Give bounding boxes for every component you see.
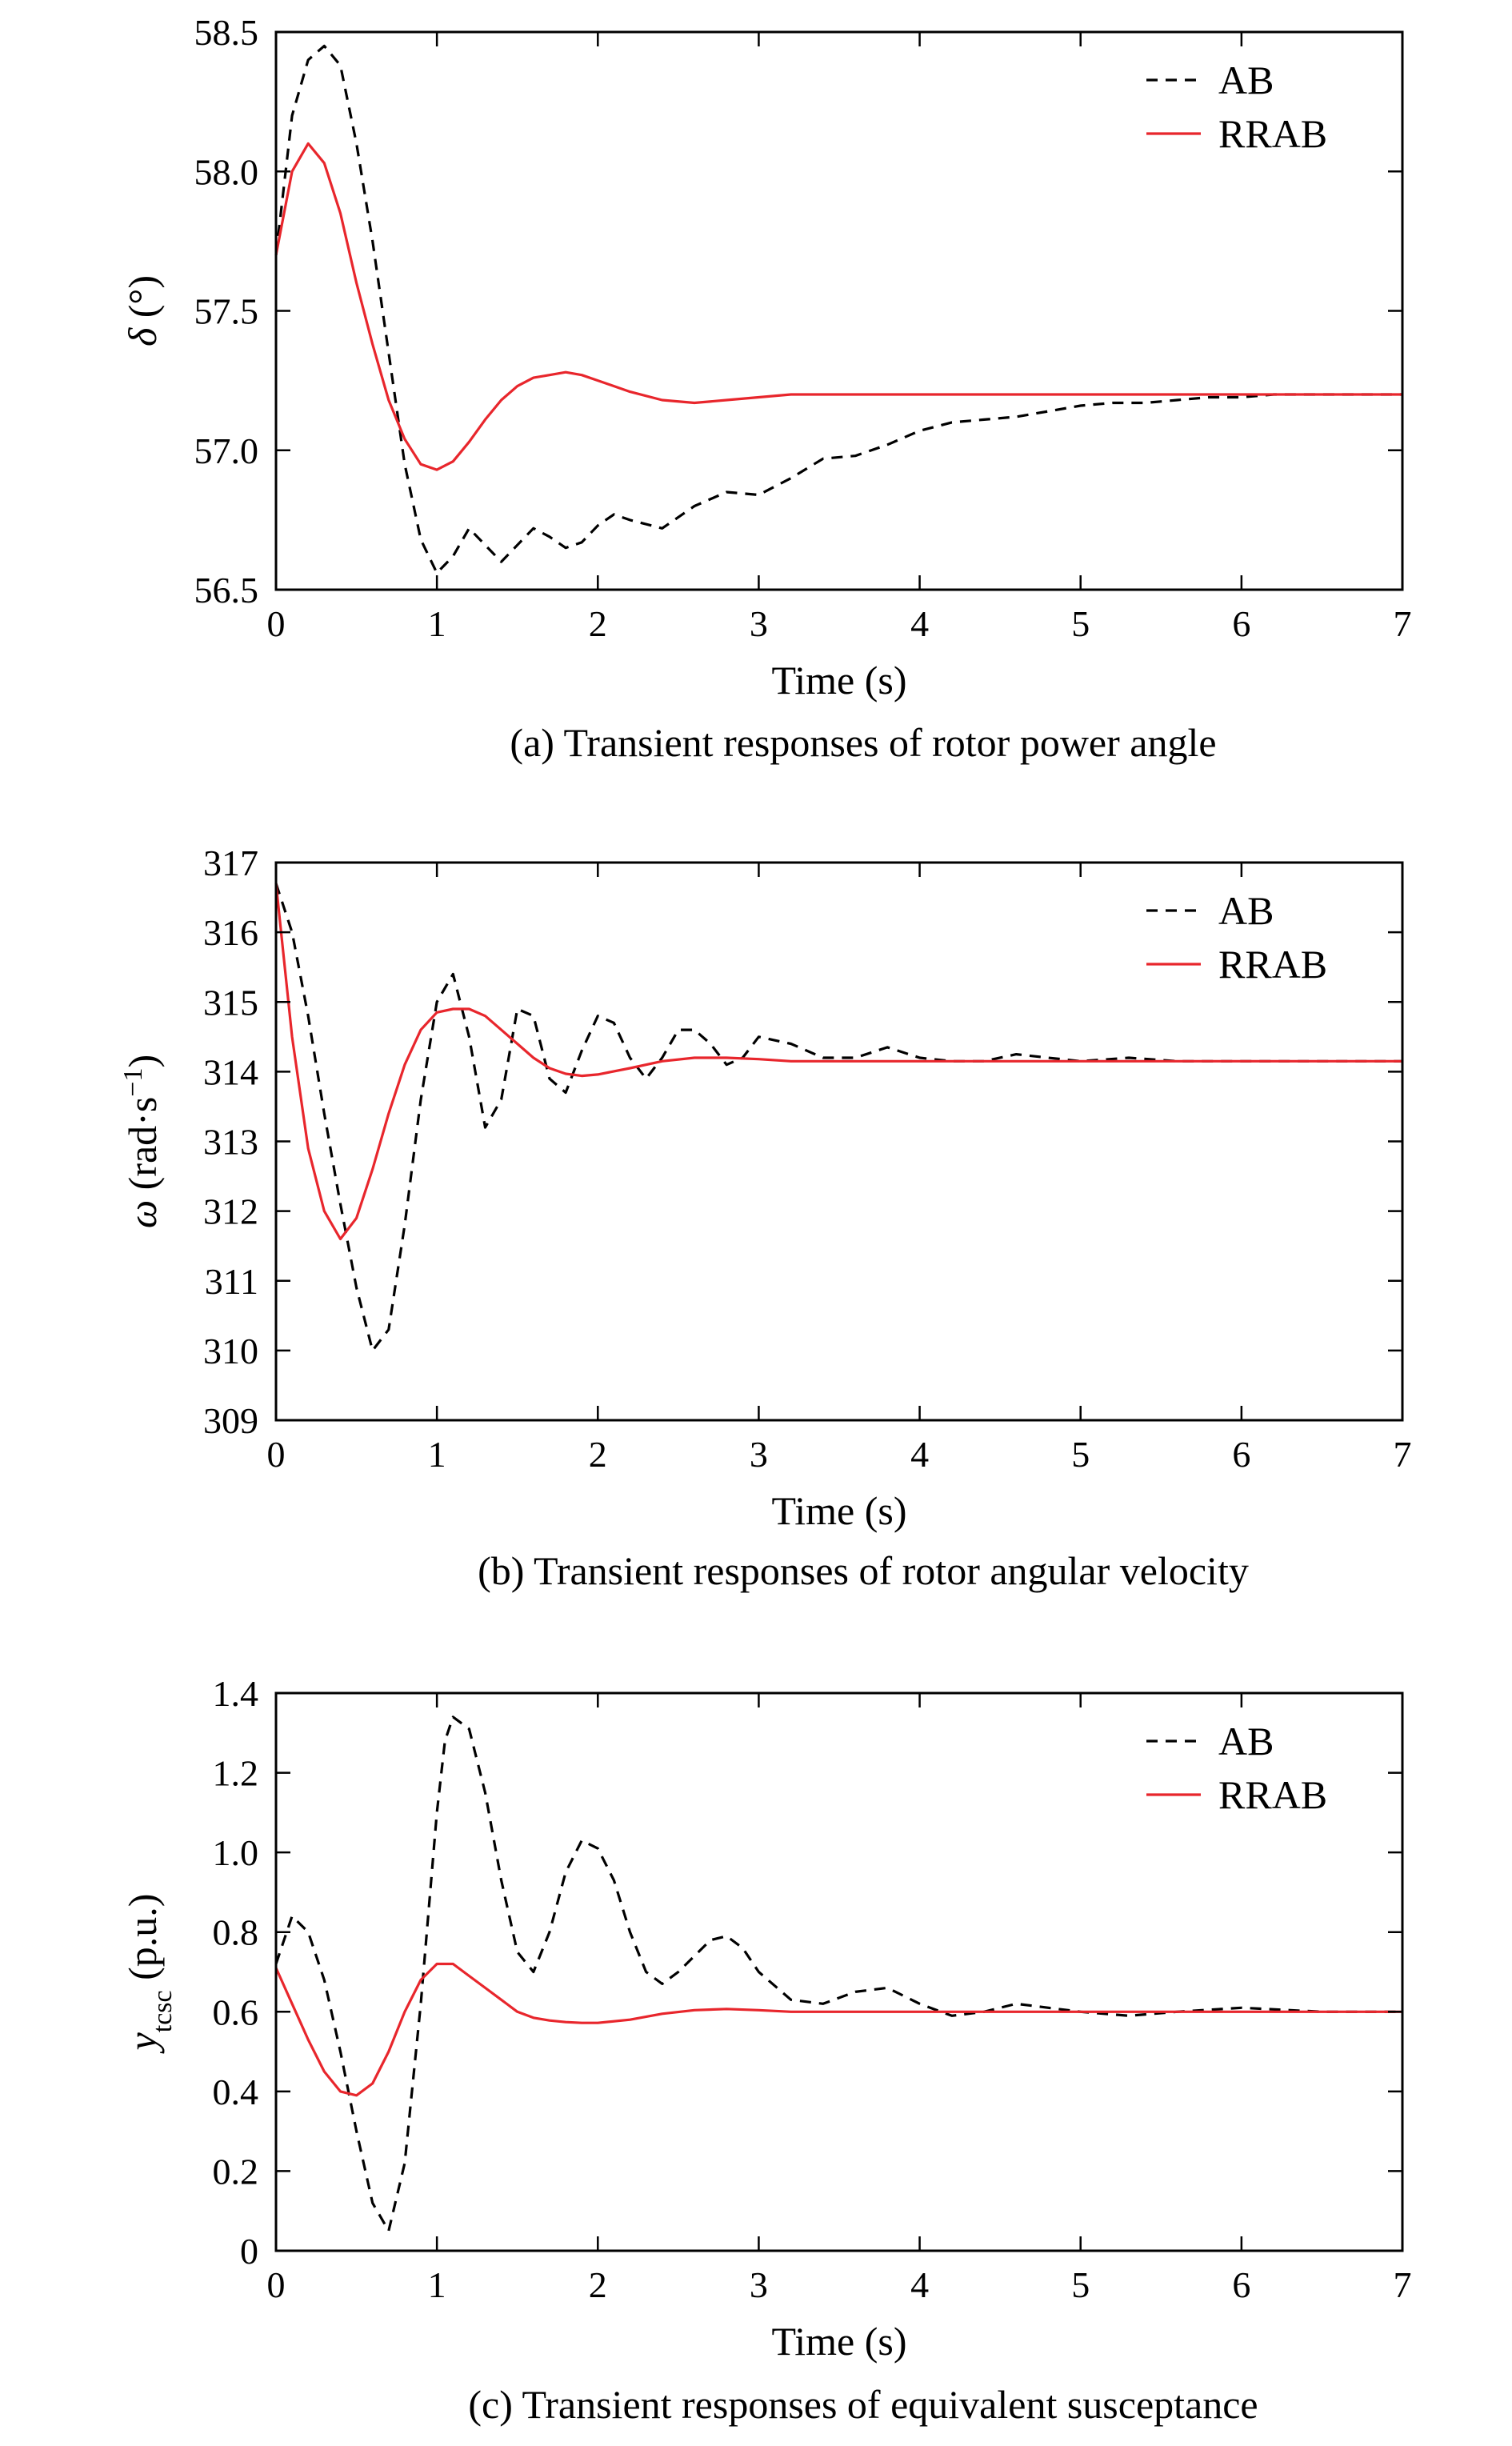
series-line-rrab — [274, 142, 1402, 471]
legend-label-rrab: RRAB — [1218, 111, 1327, 156]
series-line-rrab — [274, 883, 1402, 1241]
x-axis-title: Time (s) — [771, 2319, 906, 2364]
y-tick-label: 312 — [203, 1191, 258, 1232]
y-tick-label: 311 — [205, 1261, 258, 1302]
legend-label-ab: AB — [1218, 1719, 1274, 1763]
legend-label-ab: AB — [1218, 58, 1274, 102]
series-line-ab — [274, 1715, 1402, 2232]
x-tick-label: 4 — [910, 2264, 929, 2305]
x-tick-label: 1 — [428, 2264, 446, 2305]
y-tick-label: 310 — [203, 1331, 258, 1371]
panel-caption: (c) Transient responses of equivalent su… — [468, 2382, 1258, 2427]
y-tick-label: 314 — [203, 1051, 258, 1092]
y-tick-label: 57.0 — [194, 430, 259, 471]
y-tick-label: 58.0 — [194, 151, 259, 192]
y-axis-title: ω (rad·s−1) — [118, 1055, 166, 1228]
x-tick-label: 5 — [1071, 1434, 1090, 1475]
y-axis-symbol: ω — [120, 1200, 165, 1228]
x-tick-label: 6 — [1232, 2264, 1250, 2305]
y-axis-symbol: y — [120, 2032, 165, 2054]
x-tick-label: 1 — [428, 1434, 446, 1475]
y-tick-label: 0 — [240, 2231, 258, 2272]
x-tick-label: 3 — [750, 1434, 768, 1475]
y-tick-label: 1.2 — [213, 1753, 259, 1794]
x-tick-label: 5 — [1071, 603, 1090, 644]
x-tick-label: 7 — [1394, 2264, 1412, 2305]
y-axis-title: δ (°) — [120, 275, 165, 346]
x-tick-label: 0 — [267, 2264, 286, 2305]
x-tick-label: 1 — [428, 603, 446, 644]
y-tick-label: 0.2 — [213, 2151, 259, 2192]
series-line-ab — [274, 44, 1402, 574]
x-tick-label: 7 — [1394, 1434, 1412, 1475]
y-axis-title: ytcsc (p.u.) — [120, 1894, 178, 2055]
x-tick-label: 2 — [589, 2264, 607, 2305]
legend-label-ab: AB — [1218, 888, 1274, 933]
x-tick-label: 0 — [267, 603, 286, 644]
x-tick-label: 3 — [750, 2264, 768, 2305]
x-tick-label: 7 — [1394, 603, 1412, 644]
y-tick-label: 313 — [203, 1122, 258, 1163]
y-tick-label: 317 — [203, 843, 258, 883]
y-axis-unit: (p.u.) — [120, 1894, 165, 1991]
chart-panel-c: 0 1 2 3 4 5 6 7 0 0.2 0.4 0.6 0.8 1.0 1.2 1.4 Time (s) yt… — [120, 1673, 1412, 2427]
y-tick-label: 0.6 — [213, 1992, 259, 2032]
y-tick-label: 0.4 — [213, 2072, 259, 2112]
series-line-ab — [274, 883, 1402, 1352]
x-tick-label: 6 — [1232, 603, 1250, 644]
x-tick-label: 2 — [589, 603, 607, 644]
x-axis-title: Time (s) — [771, 658, 906, 703]
chart-panel-b: 0 1 2 3 4 5 6 7 309 310 311 312 313 314 315 316 317 Time … — [118, 843, 1412, 1593]
x-tick-label: 2 — [589, 1434, 607, 1475]
y-tick-label: 58.5 — [194, 12, 259, 53]
y-axis-unit: (rad·s — [120, 1097, 165, 1200]
y-tick-label: 57.5 — [194, 291, 259, 332]
y-axis-symbol: δ — [120, 327, 165, 346]
series-line-rrab — [274, 1962, 1402, 2097]
y-tick-label: 1.0 — [213, 1832, 259, 1873]
y-axis-superscript: −1 — [118, 1068, 148, 1097]
y-tick-label: 316 — [203, 912, 258, 953]
x-axis-title: Time (s) — [771, 1488, 906, 1533]
x-tick-label: 5 — [1071, 2264, 1090, 2305]
y-tick-label: 1.4 — [213, 1673, 259, 1714]
plot-frame — [274, 1691, 1404, 2252]
x-tick-label: 0 — [267, 1434, 286, 1475]
x-tick-label: 3 — [750, 603, 768, 644]
y-tick-label: 315 — [203, 982, 258, 1023]
chart-panel-a: 0 1 2 3 4 5 6 7 56.5 57.0 57.5 58.0 58.5 Time (s) δ (°… — [120, 12, 1412, 765]
y-axis-unit: (°) — [120, 275, 165, 328]
y-tick-label: 0.8 — [213, 1912, 259, 1953]
y-tick-label: 56.5 — [194, 570, 259, 610]
panel-caption: (a) Transient responses of rotor power a… — [510, 720, 1216, 765]
y-axis-subscript: tcsc — [148, 1990, 178, 2032]
x-tick-label: 4 — [910, 1434, 929, 1475]
y-axis-unit-close: ) — [120, 1055, 165, 1068]
legend-label-rrab: RRAB — [1218, 942, 1327, 987]
x-tick-label: 6 — [1232, 1434, 1250, 1475]
y-tick-label: 309 — [203, 1400, 258, 1441]
panel-caption: (b) Transient responses of rotor angular… — [478, 1548, 1249, 1593]
legend-label-rrab: RRAB — [1218, 1772, 1327, 1817]
x-tick-label: 4 — [910, 603, 929, 644]
